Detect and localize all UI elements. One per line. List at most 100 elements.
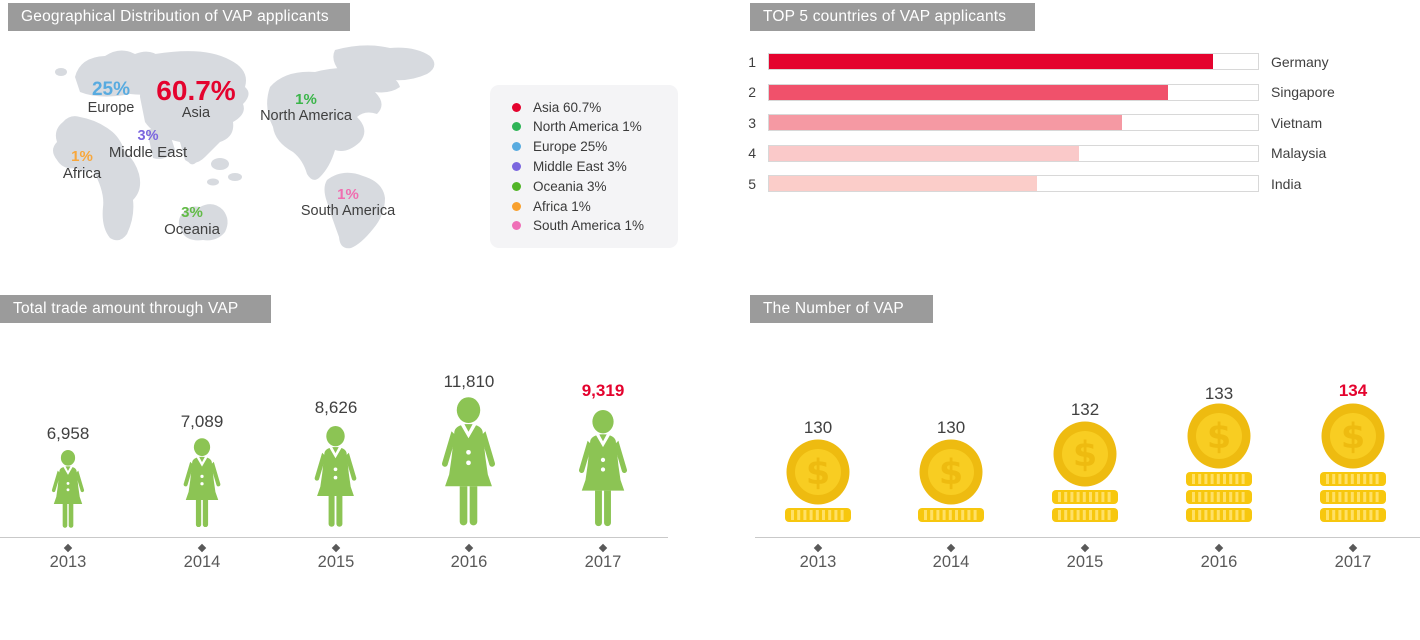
map-label-europe: 25% Europe: [88, 80, 135, 117]
legend-item-africa: Africa 1%: [490, 196, 678, 216]
trade-value-2013: 6,958: [46, 424, 90, 443]
map-label-asia: 60.7% Asia: [156, 76, 235, 122]
count-panel-title: The Number of VAP: [750, 295, 933, 323]
map-region-oceania: Oceania: [164, 220, 220, 238]
map-label-middle-east: 3% Middle East: [108, 128, 188, 162]
count-value-2014: 130: [936, 418, 966, 437]
count-year-2016: 2016: [1200, 553, 1238, 571]
bar-track: [768, 175, 1259, 192]
legend-dot-icon: [512, 122, 521, 132]
person-icon: [45, 450, 91, 531]
bar-row-india: 5 India: [740, 175, 1301, 192]
country-label: Malaysia: [1271, 145, 1327, 161]
bar-row-malaysia: 4 Malaysia: [740, 144, 1327, 162]
map-region-middle-east: Middle East: [108, 144, 188, 162]
map-pct-middle-east: 3%: [137, 128, 159, 144]
geo-panel-title: Geographical Distribution of VAP applica…: [8, 3, 350, 31]
coin-icon: [918, 439, 984, 505]
bar-track: [768, 144, 1259, 162]
person-icon: [569, 410, 637, 531]
bar-fill: [769, 54, 1213, 69]
top5-panel-title: TOP 5 countries of VAP applicants: [750, 3, 1035, 31]
map-label-africa: 1% Africa: [63, 149, 101, 182]
diamond-marker-icon: [1214, 543, 1224, 553]
country-label: Vietnam: [1271, 114, 1323, 131]
trade-value-2016: 11,810: [443, 372, 495, 391]
map-region-europe: Europe: [87, 99, 135, 116]
map-region-africa: Africa: [62, 164, 102, 182]
coin-stack-icon: [785, 508, 851, 522]
count-value-2017: 134: [1338, 381, 1368, 400]
trade-year-2016: 2016: [450, 553, 488, 571]
map-label-oceania: 3% Oceania: [164, 205, 220, 238]
coin-stack-icon: [1186, 508, 1252, 522]
rank-label: 3: [748, 114, 756, 131]
coin-stack-icon: [918, 508, 984, 522]
count-value-2015: 132: [1070, 400, 1100, 419]
trade-panel-title: Total trade amount through VAP: [0, 295, 271, 323]
bar-fill: [769, 84, 1168, 100]
legend-dot-icon: [512, 142, 521, 152]
map-pct-north-america: 1%: [295, 91, 317, 108]
diamond-marker-icon: [598, 543, 608, 553]
coin-stack-icon: [1052, 508, 1118, 522]
coin-stack-icon: [1186, 472, 1252, 486]
diamond-marker-icon: [1348, 543, 1358, 553]
legend-dot-icon: [512, 161, 521, 171]
trade-year-2017: 2017: [584, 553, 622, 571]
map-region-north-america: North America: [260, 107, 352, 124]
legend-item-middle-east: Middle East 3%: [490, 157, 678, 177]
diamond-marker-icon: [63, 543, 73, 553]
legend-item-asia: Asia 60.7%: [490, 97, 678, 117]
coin-stack-icon: [1186, 490, 1252, 504]
map-pct-africa: 1%: [71, 148, 93, 165]
bar-track: [768, 114, 1259, 131]
diamond-marker-icon: [331, 543, 341, 553]
legend-dot-icon: [512, 221, 521, 231]
coin-stack-icon: [1320, 490, 1386, 504]
legend-label: Asia 60.7%: [533, 99, 602, 115]
coin-icon: [1186, 403, 1252, 469]
bar-track: [768, 83, 1259, 101]
legend-dot-icon: [512, 201, 521, 211]
geo-legend: Asia 60.7% North America 1% Europe 25% M…: [490, 85, 678, 248]
map-pct-oceania: 3%: [181, 204, 203, 221]
coin-stack-icon: [1320, 472, 1386, 486]
world-map: [53, 45, 435, 249]
trade-axis-line: [0, 537, 668, 538]
legend-label: North America 1%: [533, 119, 642, 135]
bar-track: [768, 53, 1259, 70]
legend-label: Oceania 3%: [533, 178, 607, 194]
map-pct-south-america: 1%: [337, 186, 359, 203]
trade-value-2017: 9,319: [581, 381, 625, 400]
person-icon: [176, 438, 228, 531]
trade-year-2014: 2014: [183, 553, 221, 571]
legend-label: Africa 1%: [533, 198, 591, 214]
country-label: India: [1271, 175, 1302, 192]
coin-icon: [1052, 421, 1118, 487]
bar-row-singapore: 2 Singapore: [740, 83, 1335, 101]
diamond-marker-icon: [813, 543, 823, 553]
legend-item-north-america: North America 1%: [490, 117, 678, 137]
legend-item-south-america: South America 1%: [490, 216, 678, 236]
diamond-marker-icon: [464, 543, 474, 553]
count-year-2013: 2013: [799, 553, 837, 571]
coin-icon: [785, 439, 851, 505]
bar-fill: [769, 115, 1123, 130]
legend-label: South America 1%: [533, 218, 645, 234]
trade-year-2013: 2013: [49, 553, 87, 571]
coin-icon: [1320, 403, 1386, 469]
rank-label: 1: [748, 53, 756, 70]
legend-dot-icon: [512, 181, 521, 191]
count-axis-line: [755, 537, 1420, 538]
legend-item-europe: Europe 25%: [490, 137, 678, 157]
bar-row-germany: 1 Germany: [740, 53, 1329, 70]
legend-item-oceania: Oceania 3%: [490, 176, 678, 196]
trade-value-2015: 8,626: [314, 398, 358, 417]
diamond-marker-icon: [197, 543, 207, 553]
legend-dot-icon: [512, 102, 521, 112]
legend-label: Europe 25%: [533, 139, 608, 155]
count-value-2013: 130: [803, 418, 833, 437]
person-icon: [431, 397, 506, 531]
count-year-2015: 2015: [1066, 553, 1104, 571]
